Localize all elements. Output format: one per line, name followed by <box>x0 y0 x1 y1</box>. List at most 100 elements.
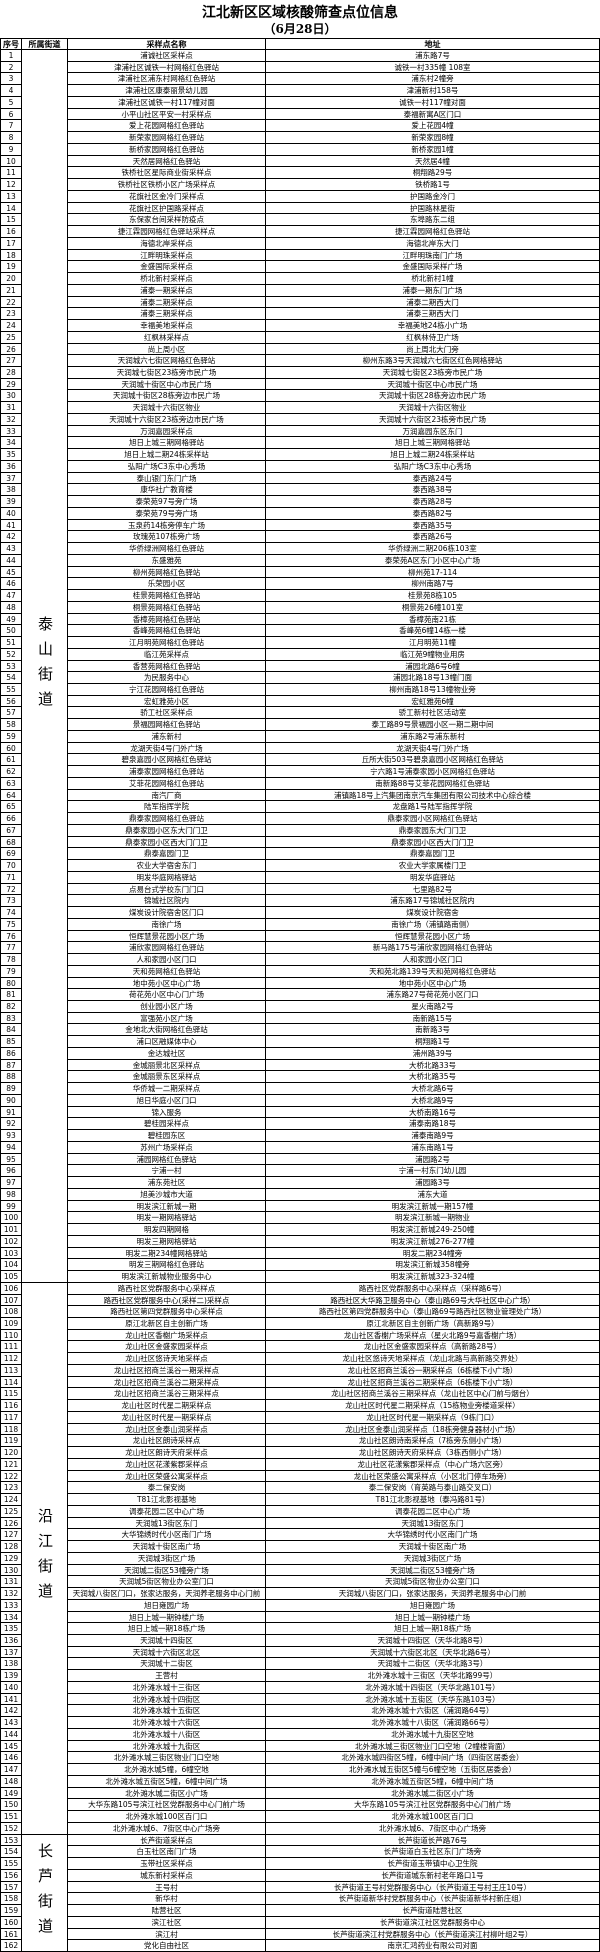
site-name: 富强苑小区广场 <box>68 1012 266 1025</box>
address: 桐翔路1号 <box>266 1036 600 1048</box>
site-name: 天润城十二街区 <box>68 1658 266 1671</box>
column-header: 序号 <box>0 38 22 50</box>
row-number: 87 <box>0 1059 22 1072</box>
row-number: 149 <box>0 1787 22 1800</box>
address: 旭日上城二期24栋采样站 <box>266 449 600 461</box>
row-number: 97 <box>0 1177 22 1189</box>
address: 泰工路89号景福园小区一期二期中间 <box>266 719 600 731</box>
site-name: 路西社区党群服务中心采样点 <box>68 1282 266 1295</box>
site-name: 天润城十六街区23栋旁边市民广场 <box>68 413 266 426</box>
address: 浦东南路1号 <box>266 1141 600 1154</box>
row-number: 72 <box>0 883 22 896</box>
row-number: 143 <box>0 1717 22 1729</box>
row-number: 100 <box>0 1212 22 1225</box>
row-number: 155 <box>0 1858 22 1870</box>
site-name: 鼎泰家园小区东大门门卫 <box>68 824 266 837</box>
site-name: 点易台式学校东门门口 <box>68 883 266 896</box>
address: 南新路88号艾菲花园网格红色驿站 <box>266 777 600 790</box>
address: 龙山社区花漾紫郡采样点（中心广场六区旁） <box>266 1458 600 1471</box>
street-name: 长芦街道 <box>22 1834 68 1952</box>
site-name: 鼎泰家园小区西大门门卫 <box>68 836 266 849</box>
site-name: 龙山社区招商兰溪谷三期采样点 <box>68 1388 266 1401</box>
address: 泰西路26号 <box>266 531 600 544</box>
site-name: 长芦街道采样点 <box>68 1834 266 1847</box>
site-name: 龙山社区时代星一期采样点 <box>68 1411 266 1424</box>
site-name: 旭日上城一期18栋广场 <box>68 1623 266 1635</box>
address: 大桥北路33号 <box>266 1059 600 1072</box>
row-number: 53 <box>0 660 22 673</box>
address: 天润城七街区23栋旁市民广场 <box>266 367 600 379</box>
address: 泰西路28号 <box>266 496 600 508</box>
site-name: 天润城十街区28栋旁边市民广场 <box>68 390 266 403</box>
site-name: 路西社区第四党群服务中心采样点 <box>68 1306 266 1318</box>
row-number: 11 <box>0 167 22 180</box>
address: 海德北岸东大门 <box>266 237 600 250</box>
row-number: 152 <box>0 1822 22 1835</box>
address: 泰福新寓A区门口 <box>266 108 600 121</box>
address: 香樟苑南21栋 <box>266 613 600 626</box>
site-name: 铁桥社区星际商业街采样点 <box>68 167 266 180</box>
address: 南新路15号 <box>266 1012 600 1025</box>
address: 长芦街道玉带镇中心卫生院 <box>266 1858 600 1870</box>
address: 东埠路东二组 <box>266 214 600 227</box>
site-name: 小平山社区平安一村采样点 <box>68 108 266 121</box>
address: 星火南路2号 <box>266 1001 600 1013</box>
column-header: 所属街道 <box>22 38 68 50</box>
address: 旭日上城三期网格驿站 <box>266 437 600 450</box>
row-number: 16 <box>0 226 22 238</box>
row-number: 138 <box>0 1658 22 1671</box>
row-number: 9 <box>0 143 22 156</box>
site-name: 泰二保安岗 <box>68 1482 266 1495</box>
address: 路西社区第四党群服务中心（泰山路69号路西社区物业管理处广场） <box>266 1306 600 1318</box>
site-name: 浦东新村 <box>68 730 266 743</box>
row-number: 88 <box>0 1071 22 1084</box>
site-name: 北外滩水城十三街区 <box>68 1681 266 1694</box>
address: 浦东路27号荷花苑小区门口 <box>266 989 600 1001</box>
site-name: 旭日上城一期钟楼广场 <box>68 1611 266 1624</box>
address: 长芦街道白玉社区东门广场旁 <box>266 1846 600 1859</box>
row-number: 6 <box>0 108 22 121</box>
address: 天润城3街区广场 <box>266 1552 600 1565</box>
site-name: 明发四期网格 <box>68 1224 266 1236</box>
row-number: 118 <box>0 1423 22 1436</box>
row-number: 81 <box>0 989 22 1001</box>
address: 柳州南路18号13幢物业旁 <box>266 684 600 696</box>
site-name: 陆军指挥学院 <box>68 801 266 814</box>
site-name: 龙山社区花漾紫郡采样点 <box>68 1458 266 1471</box>
site-name: 玫瑰苑107栋旁广场 <box>68 531 266 544</box>
row-number: 52 <box>0 648 22 661</box>
row-number: 69 <box>0 848 22 861</box>
row-number: 157 <box>0 1881 22 1894</box>
site-name: 大华东路105号滨江社区党群服务中心门前广场 <box>68 1799 266 1812</box>
site-name: 宁浦一村 <box>68 1165 266 1178</box>
site-name: 龙山社区时代星二期采样点 <box>68 1400 266 1412</box>
address: 津浦新村158号 <box>266 85 600 97</box>
address: 浦东路2号浦东新村 <box>266 730 600 743</box>
site-name: 城东新村采样点 <box>68 1869 266 1882</box>
row-number: 49 <box>0 613 22 626</box>
row-number: 13 <box>0 190 22 203</box>
address: 丘所大街503号碧泉嘉园小区网格红色驿站 <box>266 754 600 767</box>
site-name: 龙山社区朗诗天府采样点 <box>68 1447 266 1459</box>
address: 龙山社区朗诗南采样点（7栋旁东侧小广场） <box>266 1435 600 1448</box>
site-name: 泰荣苑79号旁广场 <box>68 507 266 520</box>
row-number: 89 <box>0 1083 22 1095</box>
address: 泰荣苑A区东门小区中心广场 <box>266 554 600 567</box>
address: 泰西路24号 <box>266 472 600 485</box>
row-number: 64 <box>0 789 22 802</box>
site-name: 明发华庭网格驿站 <box>68 871 266 884</box>
address: 龙山社区时代星一期采样点（9栋门口） <box>266 1411 600 1424</box>
row-number: 101 <box>0 1224 22 1236</box>
row-number: 62 <box>0 766 22 778</box>
address: 大桥北路9号 <box>266 1094 600 1107</box>
row-number: 45 <box>0 566 22 579</box>
site-name: 北外滩水城6、7街区中心广场旁 <box>68 1822 266 1835</box>
site-name: 明发一期网格驿站 <box>68 1212 266 1225</box>
row-number: 74 <box>0 907 22 919</box>
row-number: 136 <box>0 1635 22 1647</box>
site-name: 玉带社区采样点 <box>68 1858 266 1870</box>
address: 天润城十六街区北区（天华北路6号） <box>266 1646 600 1659</box>
address: 鼎泰家园小区网格红色驿站 <box>266 813 600 825</box>
address: 明发二期234幢旁 <box>266 1247 600 1260</box>
site-name: 浦口区融媒体中心 <box>68 1036 266 1048</box>
